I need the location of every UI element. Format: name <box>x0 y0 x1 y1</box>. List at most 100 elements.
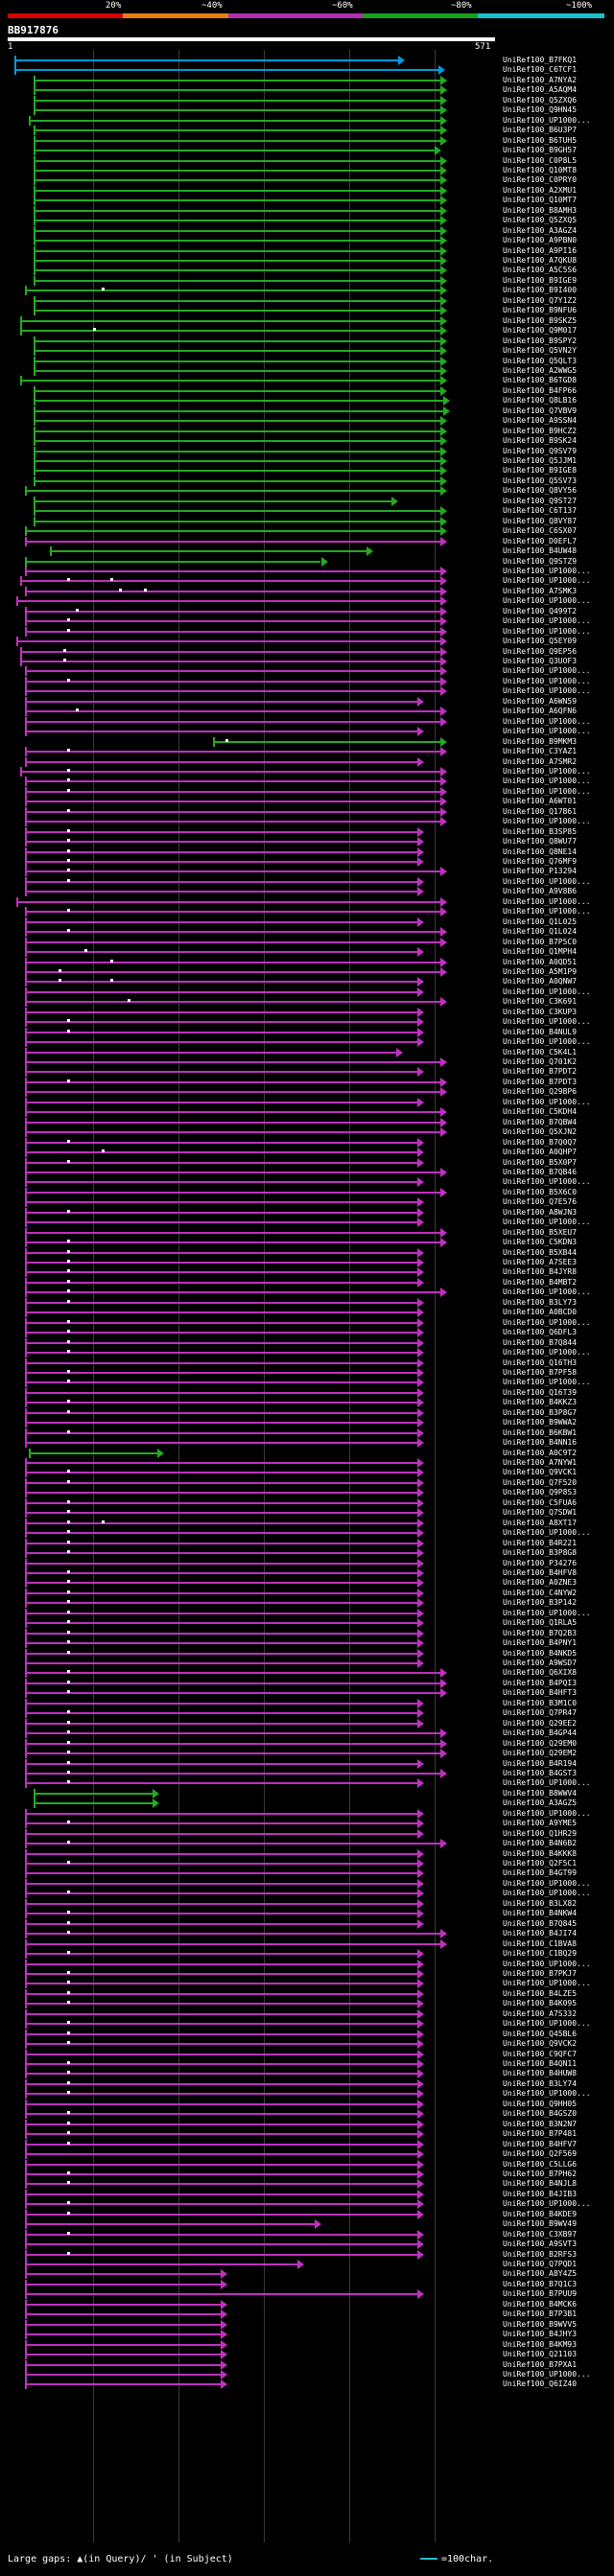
hit-row[interactable]: UniRef100_B4HFV7 <box>0 2139 614 2150</box>
hit-row[interactable]: UniRef100_B7Q0Q7 <box>0 1137 614 1149</box>
hit-row[interactable]: UniRef100_Q9VCK1 <box>0 1468 614 1478</box>
hit-row[interactable]: UniRef100_Q1L025 <box>0 917 614 928</box>
hit-row[interactable]: UniRef100_A3AGZ4 <box>0 225 614 237</box>
hit-row[interactable]: UniRef100_Q5ZXQ5 <box>0 216 614 226</box>
hit-label[interactable]: UniRef100_B4R194 <box>503 1758 578 1768</box>
hit-label[interactable]: UniRef100_B9SK24 <box>503 436 578 446</box>
hit-label[interactable]: UniRef100_B4MCK6 <box>503 2299 578 2309</box>
hit-label[interactable]: UniRef100_C0P8L5 <box>503 155 578 165</box>
hit-row[interactable]: UniRef100_C6TCF1 <box>0 65 614 76</box>
hit-row[interactable]: UniRef100_B5X6C0 <box>0 1187 614 1198</box>
hit-row[interactable]: UniRef100_Q21103 <box>0 2350 614 2360</box>
hit-row[interactable]: UniRef100_Q1HR29 <box>0 1828 614 1840</box>
hit-label[interactable]: UniRef100_Q7E576 <box>503 1197 578 1207</box>
hit-row[interactable]: UniRef100_B6KBW1 <box>0 1427 614 1439</box>
hit-label[interactable]: UniRef100_C0PRY0 <box>503 175 578 185</box>
hit-row[interactable]: UniRef100_C5K4L1 <box>0 1047 614 1058</box>
hit-label[interactable]: UniRef100_B6TGD8 <box>503 376 578 385</box>
hit-row[interactable]: UniRef100_B3P8G8 <box>0 1548 614 1559</box>
hit-row[interactable]: UniRef100_A7SMK3 <box>0 586 614 597</box>
hit-label[interactable]: UniRef100_UP1000... <box>503 1017 591 1027</box>
hit-row[interactable]: UniRef100_UP1000... <box>0 1878 614 1890</box>
hit-row[interactable]: UniRef100_A9WSD7 <box>0 1659 614 1669</box>
hit-label[interactable]: UniRef100_B7Q0Q7 <box>503 1137 578 1147</box>
hit-label[interactable]: UniRef100_B4JI74 <box>503 1929 578 1938</box>
hit-label[interactable]: UniRef100_B7PKJ7 <box>503 1968 578 1978</box>
hit-label[interactable]: UniRef100_Q6IZ40 <box>503 2379 578 2389</box>
hit-row[interactable]: UniRef100_B4R221 <box>0 1538 614 1549</box>
hit-row[interactable]: UniRef100_A9SSN4 <box>0 416 614 427</box>
hit-row[interactable]: UniRef100_UP1000... <box>0 1348 614 1358</box>
hit-label[interactable]: UniRef100_D0EFL7 <box>503 536 578 545</box>
hit-row[interactable]: UniRef100_B7QBW4 <box>0 1117 614 1128</box>
hit-label[interactable]: UniRef100_B4QN11 <box>503 2059 578 2068</box>
hit-label[interactable]: UniRef100_UP1000... <box>503 817 591 826</box>
hit-row[interactable]: UniRef100_Q2F569 <box>0 2149 614 2160</box>
hit-row[interactable]: UniRef100_B6TGD8 <box>0 376 614 386</box>
hit-label[interactable]: UniRef100_Q29EM0 <box>503 1738 578 1748</box>
hit-label[interactable]: UniRef100_A6WN59 <box>503 696 578 706</box>
hit-row[interactable]: UniRef100_Q7PR47 <box>0 1708 614 1719</box>
hit-row[interactable]: UniRef100_B4GP44 <box>0 1729 614 1739</box>
hit-label[interactable]: UniRef100_A9YME5 <box>503 1819 578 1828</box>
hit-label[interactable]: UniRef100_Q9SV79 <box>503 446 578 455</box>
hit-row[interactable]: UniRef100_B9WV49 <box>0 2219 614 2230</box>
hit-row[interactable]: UniRef100_UP1000... <box>0 817 614 827</box>
hit-label[interactable]: UniRef100_Q7SDW1 <box>503 1508 578 1518</box>
hit-label[interactable]: UniRef100_B7Q1C3 <box>503 2279 578 2288</box>
hit-row[interactable]: UniRef100_A9SVT3 <box>0 2239 614 2250</box>
hit-row[interactable]: UniRef100_UP1000... <box>0 666 614 677</box>
hit-label[interactable]: UniRef100_C4NYW2 <box>503 1588 578 1597</box>
hit-row[interactable]: UniRef100_Q3UOF3 <box>0 657 614 667</box>
hit-label[interactable]: UniRef100_B3LY74 <box>503 2078 578 2088</box>
hit-label[interactable]: UniRef100_B4K095 <box>503 1999 578 2008</box>
hit-label[interactable]: UniRef100_UP1000... <box>503 1778 591 1788</box>
hit-row[interactable]: UniRef100_UP1000... <box>0 876 614 888</box>
hit-row[interactable]: UniRef100_B7P5C0 <box>0 937 614 948</box>
hit-row[interactable]: UniRef100_C1BVA8 <box>0 1938 614 1950</box>
hit-label[interactable]: UniRef100_UP1000... <box>503 896 591 906</box>
hit-label[interactable]: UniRef100_Q9VCK1 <box>503 1468 578 1477</box>
hit-row[interactable]: UniRef100_B9I400 <box>0 286 614 296</box>
hit-label[interactable]: UniRef100_B9GH57 <box>503 146 578 155</box>
hit-label[interactable]: UniRef100_A7NYW1 <box>503 1458 578 1467</box>
hit-label[interactable]: UniRef100_A7QKU8 <box>503 256 578 265</box>
hit-label[interactable]: UniRef100_B4MBT2 <box>503 1277 578 1287</box>
hit-row[interactable]: UniRef100_B8AMH3 <box>0 205 614 217</box>
hit-row[interactable]: UniRef100_B7QB46 <box>0 1167 614 1178</box>
hit-row[interactable]: UniRef100_B4JYR8 <box>0 1267 614 1278</box>
hit-label[interactable]: UniRef100_A2XMU1 <box>503 185 578 195</box>
hit-label[interactable]: UniRef100_UP1000... <box>503 876 591 886</box>
hit-row[interactable]: UniRef100_UP1000... <box>0 2369 614 2380</box>
hit-row[interactable]: UniRef100_C0PRY0 <box>0 175 614 186</box>
hit-label[interactable]: UniRef100_A0QHP7 <box>503 1148 578 1157</box>
hit-label[interactable]: UniRef100_B7Q845 <box>503 1918 578 1928</box>
hit-label[interactable]: UniRef100_B4KKZ3 <box>503 1398 578 1407</box>
hit-label[interactable]: UniRef100_Q9ST27 <box>503 496 578 505</box>
hit-row[interactable]: UniRef100_UP1000... <box>0 596 614 607</box>
hit-label[interactable]: UniRef100_Q8WU77 <box>503 837 578 847</box>
hit-label[interactable]: UniRef100_B8WWV4 <box>503 1788 578 1798</box>
hit-label[interactable]: UniRef100_UP1000... <box>503 1979 591 1988</box>
hit-row[interactable]: UniRef100_B9SKZ5 <box>0 315 614 327</box>
hit-row[interactable]: UniRef100_UP1000... <box>0 2199 614 2210</box>
hit-label[interactable]: UniRef100_Q9EP56 <box>503 646 578 656</box>
hit-row[interactable]: UniRef100_B9MKM3 <box>0 736 614 748</box>
hit-label[interactable]: UniRef100_UP1000... <box>503 716 591 726</box>
hit-row[interactable]: UniRef100_Q5EY09 <box>0 637 614 647</box>
hit-row[interactable]: UniRef100_B7P3B1 <box>0 2309 614 2320</box>
hit-label[interactable]: UniRef100_Q76MF9 <box>503 857 578 866</box>
hit-label[interactable]: UniRef100_Q499T2 <box>503 606 578 615</box>
hit-label[interactable]: UniRef100_UP1000... <box>503 596 591 606</box>
hit-row[interactable]: UniRef100_UP1000... <box>0 1608 614 1619</box>
hit-row[interactable]: UniRef100_B5XB44 <box>0 1247 614 1259</box>
hit-label[interactable]: UniRef100_B7PF58 <box>503 1367 578 1377</box>
hit-label[interactable]: UniRef100_B4KDE9 <box>503 2209 578 2218</box>
hit-row[interactable]: UniRef100_B4JIB3 <box>0 2189 614 2200</box>
hit-row[interactable]: UniRef100_Q5JJM1 <box>0 456 614 467</box>
hit-label[interactable]: UniRef100_P34276 <box>503 1558 578 1567</box>
hit-row[interactable]: UniRef100_A7S332 <box>0 2008 614 2020</box>
hit-label[interactable]: UniRef100_Q6DFL3 <box>503 1328 578 1337</box>
hit-row[interactable]: UniRef100_B4HUW8 <box>0 2069 614 2079</box>
hit-row[interactable]: UniRef100_Q29EM0 <box>0 1738 614 1750</box>
